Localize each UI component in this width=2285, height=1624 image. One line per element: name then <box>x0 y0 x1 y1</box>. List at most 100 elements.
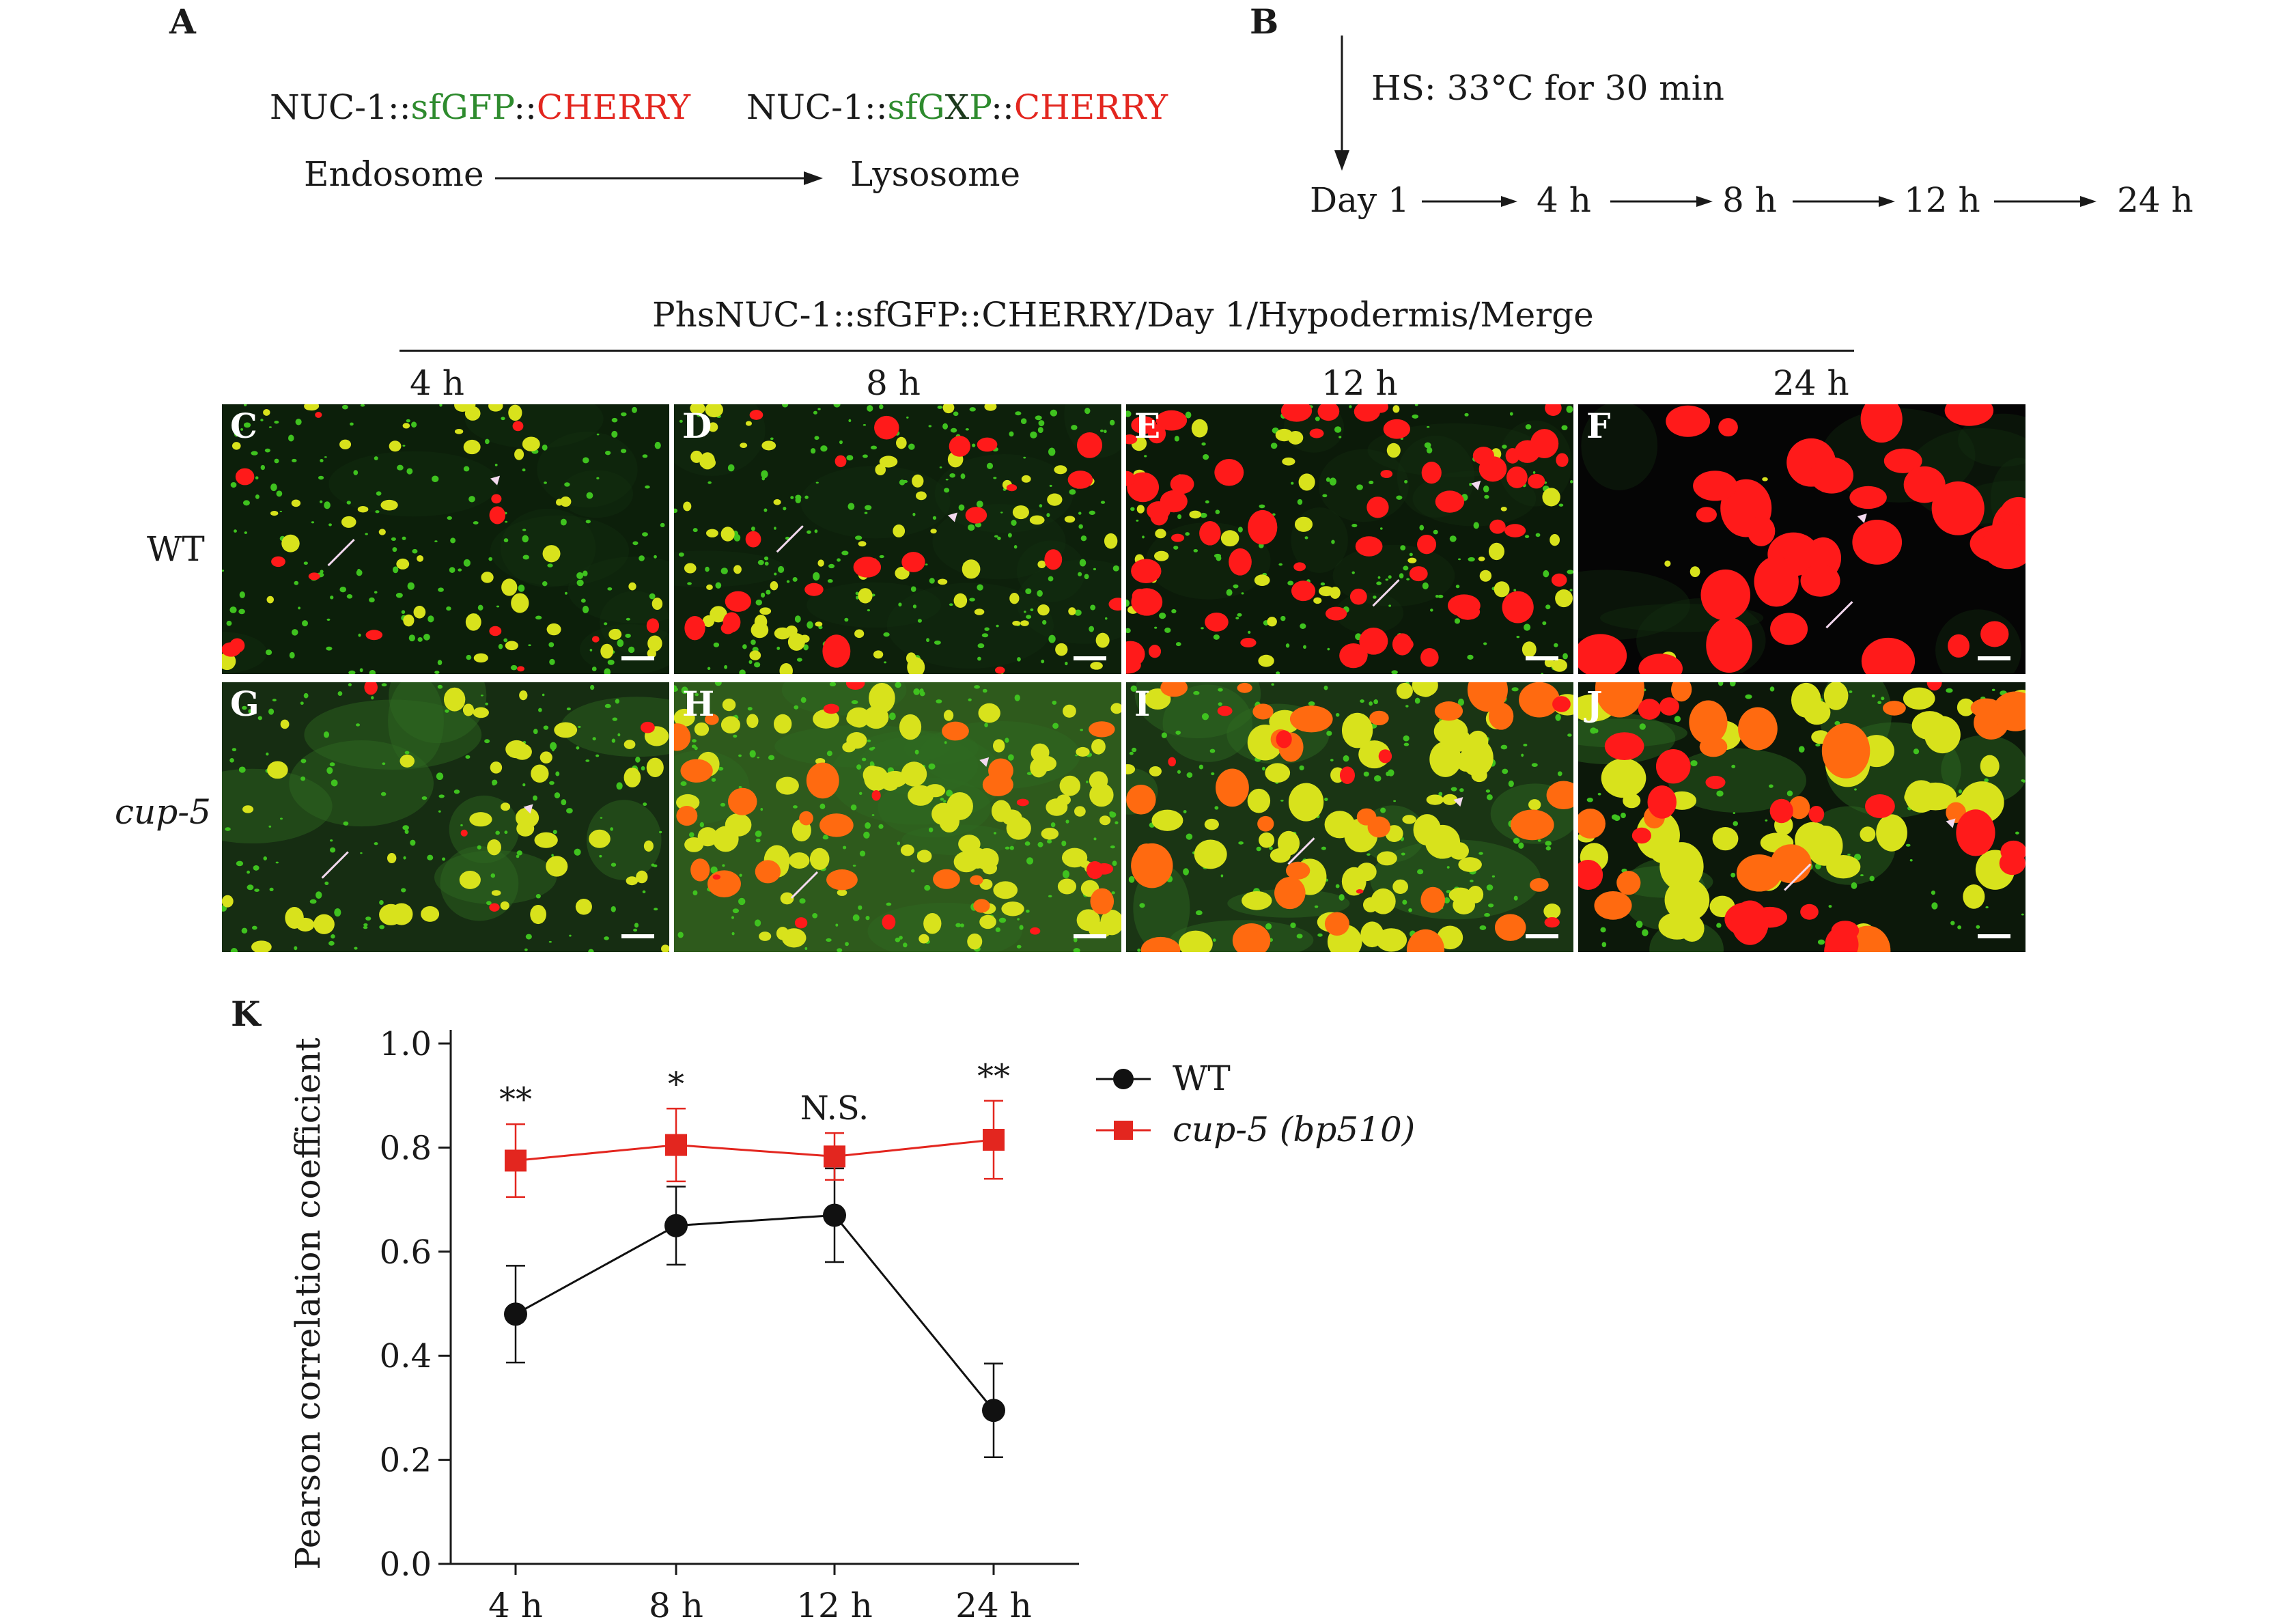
x-tick-label: 12 h <box>796 1586 873 1624</box>
scale-bar <box>1526 934 1558 938</box>
y-tick-label: 0.0 <box>380 1545 432 1584</box>
data-point-wt <box>982 1399 1005 1423</box>
series-line-0 <box>515 1214 995 1412</box>
annotation-arrows <box>1825 514 1867 629</box>
significance-label: N.S. <box>800 1089 869 1128</box>
panel-letter-j: J <box>1586 684 1603 724</box>
y-tick-label: 0.2 <box>380 1442 432 1480</box>
annotation-arrows <box>327 475 501 567</box>
time-label-12h: 12 h <box>1321 363 1398 403</box>
significance-label: ** <box>499 1080 532 1119</box>
micrograph-panel-c: C <box>222 404 669 674</box>
micrograph-image <box>222 682 669 952</box>
annotation-arrows <box>790 757 990 899</box>
sfgfp-label-a: sfG <box>887 87 945 127</box>
significance-label: ** <box>977 1057 1010 1095</box>
micrograph-image <box>1578 404 2025 674</box>
micrograph-panel-i: I <box>1126 682 1573 952</box>
sfgfp-label-b: P <box>969 87 992 127</box>
scale-bar <box>1526 656 1558 660</box>
micrograph-image <box>1126 682 1573 952</box>
legend-label-1: cup-5 (bp510) <box>1173 1110 1415 1149</box>
header-rule <box>399 350 1854 352</box>
timeline-8h: 8 h <box>1722 180 1777 220</box>
y-tick-label: 1.0 <box>380 1025 432 1063</box>
microscopy-header: PhsNUC-1::sfGFP::CHERRY/Day 1/Hypodermis… <box>652 295 1594 335</box>
heat-shock-label: HS: 33°C for 30 min <box>1371 68 1724 108</box>
endosome-to-lysosome-arrow <box>495 171 823 185</box>
annotation-arrows <box>1784 818 1956 891</box>
micrograph-panel-g: G <box>222 682 669 952</box>
micrograph-image <box>1578 682 2025 952</box>
panel-label-b: B <box>1250 1 1279 42</box>
construct-intact: NUC-1::sfGFP::CHERRY <box>270 87 690 127</box>
row-label-cup5: cup-5 <box>115 792 211 832</box>
panel-letter-h: H <box>682 684 715 724</box>
micrograph-image <box>1126 404 1573 674</box>
x-tick-label: 24 h <box>955 1586 1032 1624</box>
construct-sep: :: <box>991 87 1014 127</box>
micrograph-image <box>222 404 669 674</box>
annotation-arrows <box>776 512 957 553</box>
scale-bar <box>1074 934 1106 938</box>
construct-quenched: NUC-1::sfGXP::CHERRY <box>746 87 1168 127</box>
heat-shock-arrow <box>1334 36 1349 171</box>
panel-label-a: A <box>169 1 196 42</box>
micrograph-panel-d: D <box>674 404 1121 674</box>
construct-prefix: NUC-1:: <box>746 87 888 127</box>
timeline-arrow-4 <box>1994 196 2097 207</box>
panel-letter-d: D <box>682 406 712 446</box>
y-tick-label: 0.4 <box>380 1337 432 1375</box>
data-point-wt <box>664 1214 688 1237</box>
time-label-4h: 4 h <box>410 363 464 403</box>
timeline-4h: 4 h <box>1537 180 1591 220</box>
data-point-cup5 <box>983 1128 1005 1151</box>
time-label-8h: 8 h <box>866 363 921 403</box>
annotation-arrows <box>1372 480 1481 607</box>
timeline-day1: Day 1 <box>1310 180 1410 220</box>
scale-bar <box>621 656 654 660</box>
panel-letter-e: E <box>1134 406 1161 446</box>
scale-bar <box>1978 934 2010 938</box>
timeline-arrow-1 <box>1422 196 1517 207</box>
series-line-1 <box>515 1138 994 1162</box>
lysosome-label: Lysosome <box>850 154 1021 194</box>
scale-bar <box>1978 656 2010 660</box>
sfgfp-label: sfGFP <box>410 87 514 127</box>
annotation-arrows <box>321 804 533 879</box>
timeline-24h: 24 h <box>2117 180 2193 220</box>
micrograph-image <box>674 404 1121 674</box>
time-label-24h: 24 h <box>1773 363 1849 403</box>
cherry-label: CHERRY <box>1013 87 1168 127</box>
panel-letter-i: I <box>1134 684 1151 724</box>
y-tick-label: 0.6 <box>380 1233 432 1272</box>
panel-letter-g: G <box>230 684 260 724</box>
micrograph-image <box>674 682 1121 952</box>
data-point-wt <box>823 1203 846 1227</box>
micrograph-panel-e: E <box>1126 404 1573 674</box>
row-label-wt: WT <box>147 529 205 569</box>
legend-label-0: WT <box>1173 1059 1231 1098</box>
data-point-wt <box>504 1302 527 1326</box>
data-point-cup5 <box>824 1145 845 1168</box>
legend-marker-wt <box>1113 1069 1134 1089</box>
pearson-line-chart: 0.0 0.2 0.4 0.6 0.8 1.0 Pearson correlation co… <box>288 1025 1415 1624</box>
cherry-label: CHERRY <box>536 87 691 127</box>
data-point-cup5 <box>505 1149 527 1172</box>
micrograph-panel-f: F <box>1578 404 2025 674</box>
timeline-arrow-2 <box>1610 196 1713 207</box>
scale-bar <box>621 934 654 938</box>
construct-prefix: NUC-1:: <box>270 87 411 127</box>
timeline-12h: 12 h <box>1904 180 1980 220</box>
quench-x-mark: X <box>944 87 970 127</box>
y-tick-label: 0.8 <box>380 1129 432 1167</box>
timeline-arrow-3 <box>1793 196 1895 207</box>
endosome-label: Endosome <box>304 154 484 194</box>
panel-letter-f: F <box>1586 406 1611 446</box>
micrograph-panel-h: H <box>674 682 1121 952</box>
x-tick-label: 4 h <box>488 1586 543 1624</box>
data-point-cup5 <box>665 1134 687 1156</box>
annotation-arrows <box>1287 797 1463 865</box>
x-tick-label: 8 h <box>649 1586 703 1624</box>
panel-label-k: K <box>231 994 261 1034</box>
